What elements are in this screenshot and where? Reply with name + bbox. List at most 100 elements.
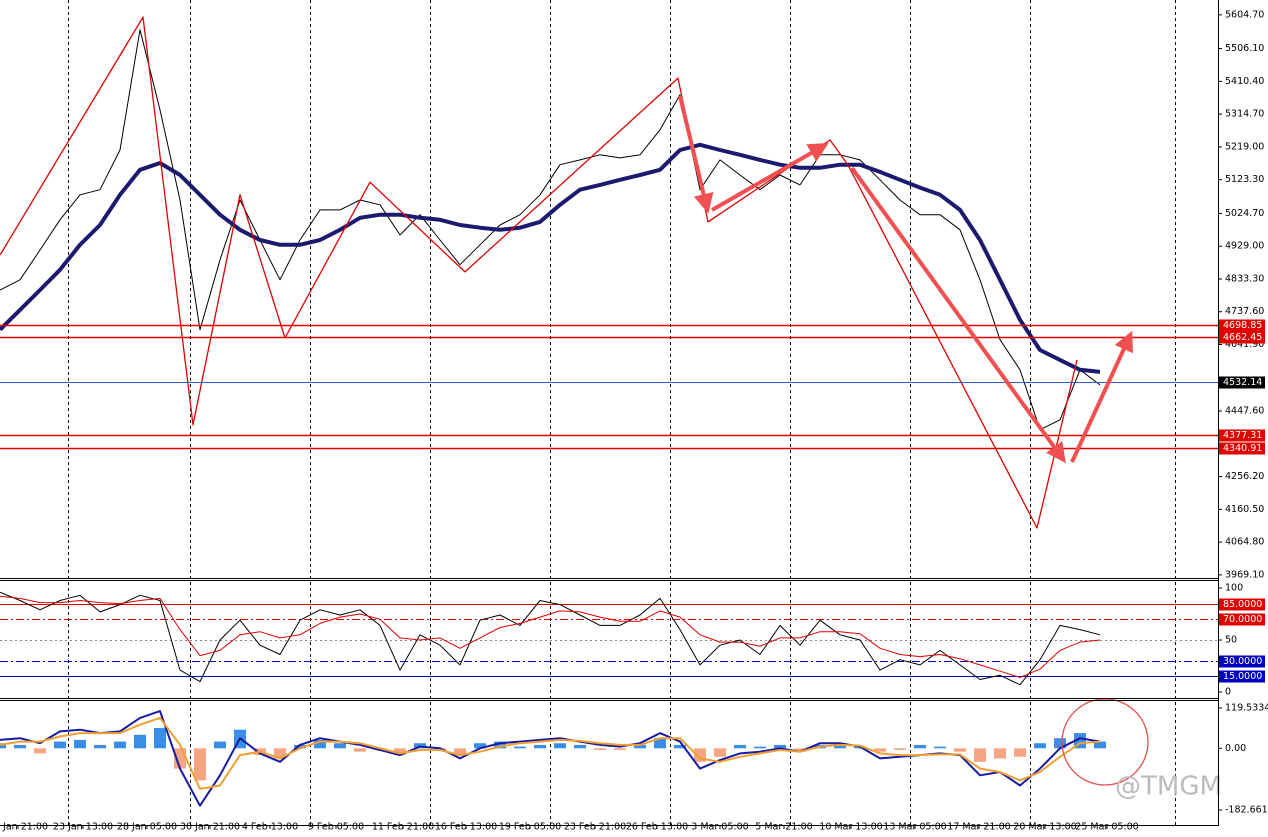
y-tick-label: 5024.70	[1225, 208, 1264, 219]
histogram-bar	[894, 748, 906, 750]
level-label: 85.0000	[1223, 599, 1262, 610]
histogram-bar	[974, 748, 986, 762]
y-tick-label: 0	[1225, 686, 1231, 697]
histogram-bar	[654, 738, 666, 749]
histogram-bar	[394, 748, 406, 756]
price-label-box	[1219, 376, 1265, 389]
histogram-bar	[494, 741, 506, 749]
arrow	[850, 166, 1066, 464]
x-tick-label: 19 Feb 05:00	[499, 822, 561, 833]
histogram-bar	[634, 744, 646, 749]
x-tick-label: 28 Jan 05:00	[117, 822, 177, 833]
histogram-bar	[94, 744, 106, 749]
y-tick-label: 4064.80	[1225, 537, 1264, 548]
price-label-box	[1219, 319, 1265, 332]
histogram-bar	[994, 748, 1006, 759]
x-tick-label: 9 Feb 05:00	[308, 822, 364, 833]
x-tick-label: 4 Feb 13:00	[242, 822, 298, 833]
y-tick-label: 100	[1225, 583, 1243, 594]
x-tick-label: 20 Mar 13:00	[1013, 822, 1076, 833]
histogram-bar	[714, 748, 726, 757]
x-tick-label: 23 Jan 13:00	[53, 822, 113, 833]
histogram-bar	[874, 748, 886, 752]
x-tick-label: 25 Mar 05:00	[1075, 822, 1138, 833]
histogram-bar	[314, 739, 326, 749]
histogram-bar	[0, 743, 6, 749]
histogram-bar	[954, 748, 966, 752]
histogram-bar	[294, 744, 306, 749]
arrow	[711, 143, 829, 212]
watermark: @TMGM	[1115, 772, 1222, 802]
y-tick-label: 5604.70	[1225, 9, 1264, 20]
arrow	[1070, 330, 1133, 463]
histogram-bar	[554, 743, 566, 749]
histogram-bar	[574, 744, 586, 749]
level-label: 30.0000	[1223, 656, 1262, 667]
histogram-bar	[454, 748, 466, 756]
axes: 5604.70 5506.10 5410.40 5314.70 5219.00 5123.…	[0, 9, 1268, 832]
level-label: 15.0000	[1223, 671, 1262, 682]
y-tick-label: 4256.20	[1225, 471, 1264, 482]
histogram-bar	[274, 748, 286, 759]
y-tick-label: 5219.00	[1225, 141, 1264, 152]
histogram-bar	[934, 746, 946, 749]
histogram-bar	[154, 728, 166, 749]
y-tick-label: 3969.10	[1225, 569, 1264, 580]
histogram-bar	[794, 748, 806, 752]
histogram-bar	[14, 744, 26, 749]
histogram-bar	[1054, 738, 1066, 749]
y-tick-label: 119.5334	[1225, 702, 1268, 713]
series-line	[0, 591, 1101, 686]
price-label: 4532.14	[1223, 377, 1262, 388]
x-tick-label: 26 Feb 13:00	[626, 822, 688, 833]
y-tick-label: 5314.70	[1225, 109, 1264, 120]
histogram-bar	[674, 744, 686, 749]
y-tick-label: 5410.40	[1225, 76, 1264, 87]
level-label-box	[1219, 598, 1265, 611]
y-tick-label: -182.6615	[1225, 805, 1268, 816]
series-line	[0, 29, 1101, 431]
histogram-bar	[754, 746, 766, 749]
histogram-bar	[914, 744, 926, 749]
y-tick-label: 4737.60	[1225, 306, 1264, 317]
level-label: 70.0000	[1223, 614, 1262, 625]
y-tick-label: 4929.00	[1225, 241, 1264, 252]
plots	[0, 16, 1218, 807]
histogram-bar	[594, 748, 606, 750]
histogram-bar	[1034, 743, 1046, 749]
level-label-box	[1219, 670, 1265, 683]
histogram-bar	[514, 746, 526, 749]
price-label: 4340.91	[1223, 443, 1262, 454]
histogram-bar	[1014, 748, 1026, 757]
histogram-bar	[474, 743, 486, 749]
x-tick-label: 3 Mar 05:00	[691, 822, 748, 833]
price-label: 4662.45	[1223, 332, 1262, 343]
histogram-bar	[74, 739, 86, 749]
frame	[0, 0, 1219, 826]
price-label-box	[1219, 331, 1265, 344]
x-tick-label: 30 Jan 21:00	[180, 822, 240, 833]
level-label-box	[1219, 613, 1265, 626]
x-tick-label: 5 Mar 21:00	[755, 822, 812, 833]
x-tick-label: 23 Feb 21:00	[564, 822, 626, 833]
histogram-bar	[334, 743, 346, 749]
y-tick-label: 50	[1225, 634, 1237, 645]
arrow	[678, 95, 714, 214]
histogram-bar	[194, 748, 206, 781]
arrows	[678, 95, 1133, 464]
price-label-box	[1219, 429, 1265, 442]
series-line	[0, 16, 1078, 529]
y-tick-label: 5123.30	[1225, 174, 1264, 185]
histogram-bar	[114, 741, 126, 749]
series-line	[0, 142, 1101, 374]
histogram-bar	[34, 748, 46, 754]
x-tick-label: 13 Mar 05:00	[883, 822, 946, 833]
histogram-bar	[534, 744, 546, 749]
histogram-bar	[614, 748, 626, 750]
x-tick-label: 17 Mar 21:00	[947, 822, 1010, 833]
x-tick-label: 10 Mar 13:00	[819, 822, 882, 833]
level-label-box	[1219, 655, 1265, 668]
y-tick-label: 4447.60	[1225, 406, 1264, 417]
